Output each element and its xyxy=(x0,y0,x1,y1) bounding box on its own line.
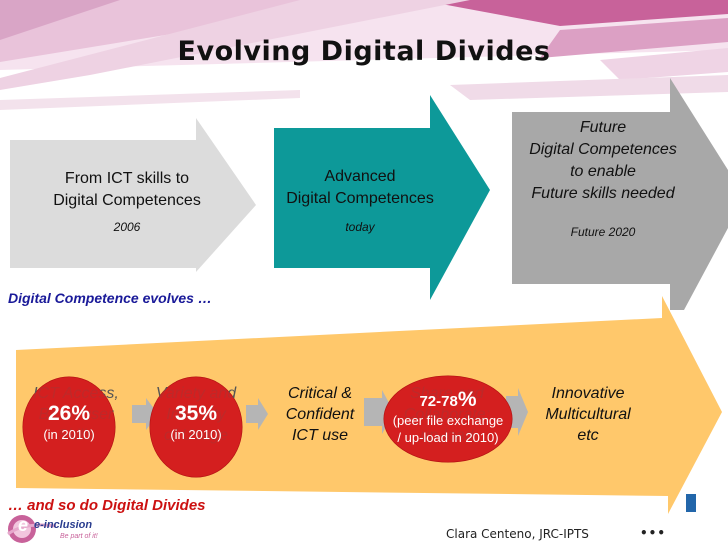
stage-2006-line2: Digital Competences xyxy=(53,192,201,209)
stage-today-when: today xyxy=(345,220,375,234)
stage-today-text: Advanced Digital Competences today xyxy=(270,166,450,234)
e-inclusion-logo-mark xyxy=(7,515,57,543)
stat-2-value: 35% xyxy=(174,402,218,425)
stage-2006-text: From ICT skills to Digital Competences 2… xyxy=(22,168,232,234)
stat-3-unit: % xyxy=(457,388,477,411)
stat-1: 26% (in 2010) xyxy=(27,402,111,443)
stage-arrow-today xyxy=(274,95,490,300)
stage-2006-year: 2006 xyxy=(113,220,141,234)
step-3-text: Critical & Confident ICT use xyxy=(268,383,372,446)
stat-3: 72-78% (peer file exchange / up-load in … xyxy=(386,388,510,446)
stat-3-note1: (peer file exchange xyxy=(392,413,504,428)
step-5-line1: Innovative xyxy=(551,385,625,402)
slide-title: Evolving Digital Divides xyxy=(177,36,551,67)
header-stripes xyxy=(0,0,728,110)
author-credit: Clara Centeno, JRC-IPTS xyxy=(446,527,589,541)
step-5-line2: Multicultural xyxy=(545,406,631,423)
divides-label: … and so do Digital Divides xyxy=(8,497,206,514)
step-3-line1: Critical & xyxy=(287,385,352,402)
stage-2020-line2: Digital Competences xyxy=(529,141,677,158)
stat-2-note: (in 2010) xyxy=(170,427,222,442)
stage-today-line2: Digital Competences xyxy=(286,190,434,207)
stage-2020-text: Future Digital Competences to enable Fut… xyxy=(512,117,694,239)
corner-square xyxy=(686,494,696,512)
stat-2: 35% (in 2010) xyxy=(154,402,238,443)
stage-2020-line4: Future skills needed xyxy=(531,185,675,202)
step-5-text: Innovative Multicultural etc xyxy=(530,383,646,446)
stage-2020-when: Future 2020 xyxy=(570,225,636,239)
stage-arrow-2020 xyxy=(512,78,728,310)
step-3-line2: Confident xyxy=(285,406,355,423)
stage-2020-line3: to enable xyxy=(570,163,636,180)
stat-1-note: (in 2010) xyxy=(43,427,95,442)
step-3-line3: ICT use xyxy=(291,427,348,444)
logo-tagline: Be part of it! xyxy=(60,533,98,540)
stage-2020-line1: Future xyxy=(579,119,627,136)
stat-1-value: 26% xyxy=(47,402,91,425)
stat-3-note2: / up-load in 2010) xyxy=(397,430,499,445)
evolves-label: Digital Competence evolves … xyxy=(8,290,212,306)
stage-2006-line1: From ICT skills to xyxy=(64,170,190,187)
step-1-line1: ICT Access, xyxy=(33,385,119,402)
e-inclusion-logo: e e-inclusion Be part of it! xyxy=(4,512,114,544)
logo-name: e-inclusion xyxy=(34,519,93,531)
stat-3-value: 72-78 xyxy=(419,393,458,410)
more-indicator: ••• xyxy=(640,526,667,540)
step-5-line3: etc xyxy=(577,427,599,444)
stage-today-line1: Advanced xyxy=(324,168,396,185)
step-2-line1: Variety and xyxy=(155,385,237,402)
stage-arrow-2006 xyxy=(10,118,256,272)
